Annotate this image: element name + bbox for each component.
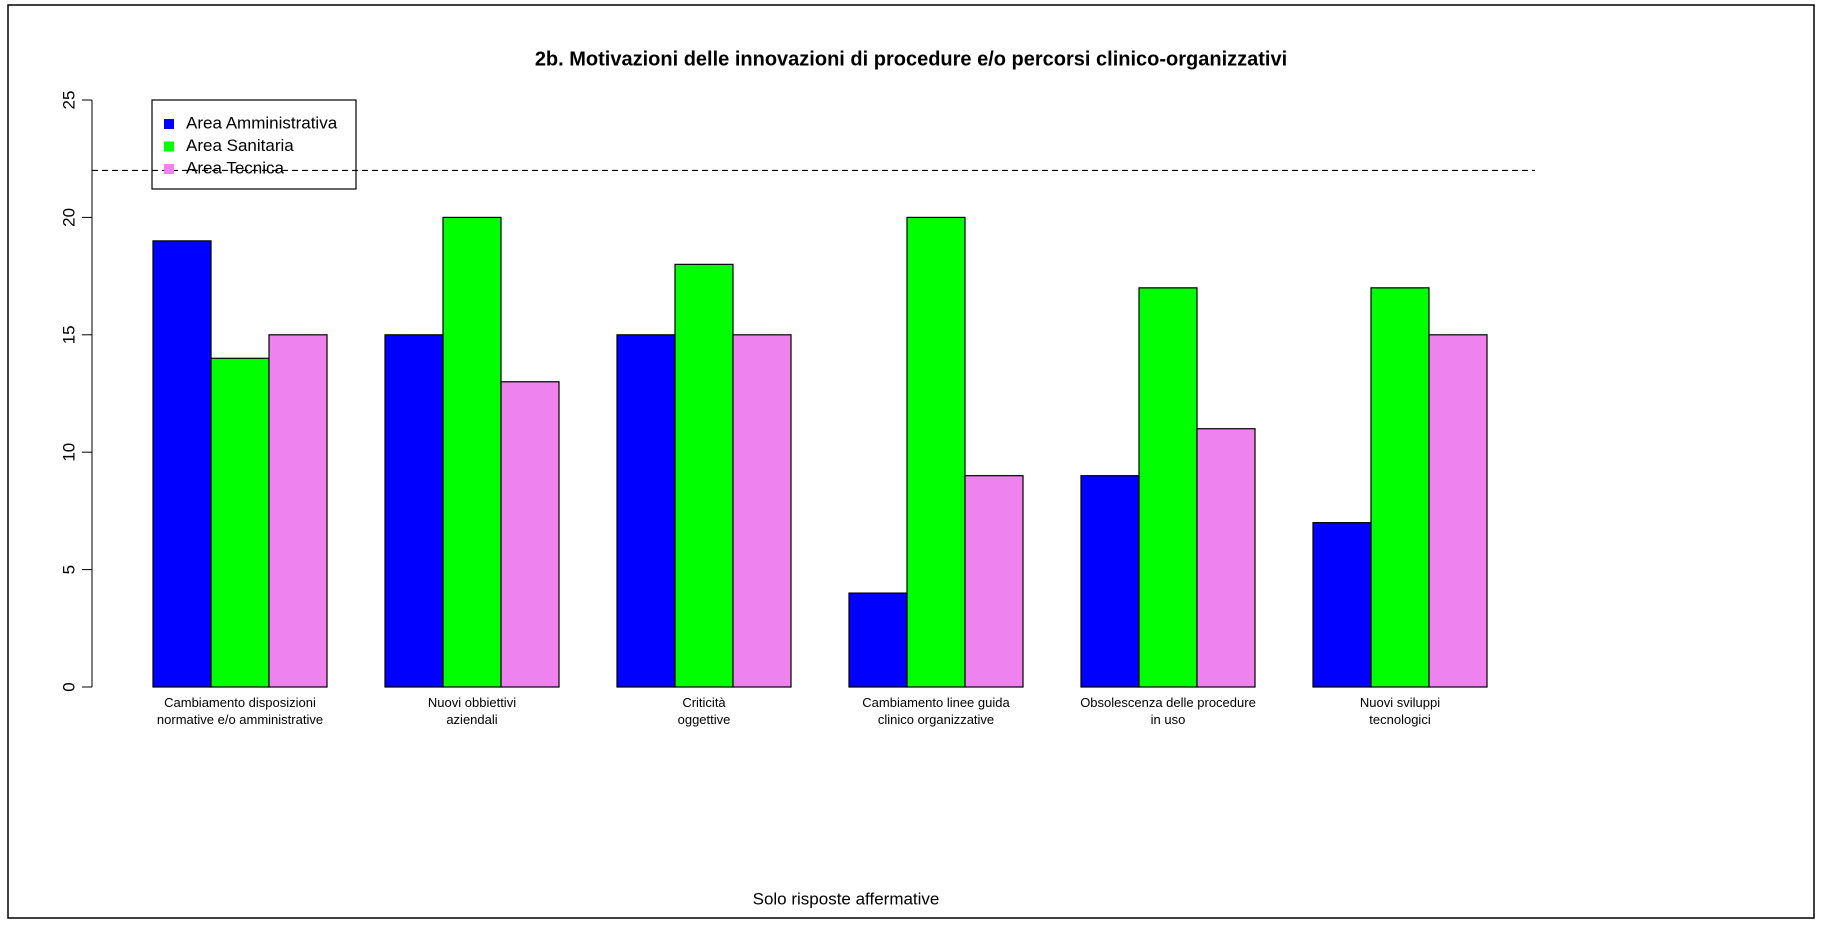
bar [674, 263, 734, 688]
bar [1312, 522, 1372, 688]
bar [152, 240, 212, 688]
x-axis-label: Solo risposte affermative [753, 889, 940, 908]
y-tick-label: 15 [59, 325, 78, 344]
bar [384, 334, 444, 688]
legend-label: Area Sanitaria [186, 136, 294, 155]
x-tick-label: Nuovi sviluppi tecnologici [1360, 695, 1440, 727]
y-tick-label: 5 [59, 565, 78, 574]
legend-box [151, 99, 357, 190]
bar [500, 381, 560, 688]
y-tick-label: 10 [59, 443, 78, 462]
y-tick-label: 20 [59, 208, 78, 227]
legend-swatch [164, 119, 174, 129]
y-tick-label: 25 [59, 91, 78, 110]
x-tick-label: Cambiamento linee guida clinico organizza… [862, 695, 1010, 727]
x-tick-label: Cambiamento disposizioni normative e/o am… [157, 695, 323, 727]
bar [1080, 475, 1140, 688]
bar [906, 216, 966, 688]
chart-title: 2b. Motivazioni delle innovazioni di pro… [535, 48, 1287, 70]
frame [7, 4, 1815, 919]
bar [848, 592, 908, 688]
bar [268, 334, 328, 688]
bar [210, 357, 270, 688]
bar [616, 334, 676, 688]
legend-swatch [164, 141, 174, 152]
legend-label: Area Amministrativa [186, 113, 338, 132]
bar [1138, 287, 1198, 688]
bar [1370, 287, 1430, 688]
bar [1196, 428, 1256, 688]
x-tick-label: Criticità oggettive [678, 695, 731, 727]
x-tick-label: Obsolescenza delle procedure in uso [1080, 695, 1256, 727]
bar [1428, 334, 1488, 688]
legend-label: Area Tecnica [186, 158, 285, 177]
x-tick-label: Nuovi obbiettivi aziendali [428, 695, 516, 727]
legend-swatch [164, 164, 174, 174]
bar [964, 475, 1024, 688]
bar [732, 334, 792, 688]
y-tick-label: 0 [59, 682, 78, 691]
bar [442, 216, 502, 688]
